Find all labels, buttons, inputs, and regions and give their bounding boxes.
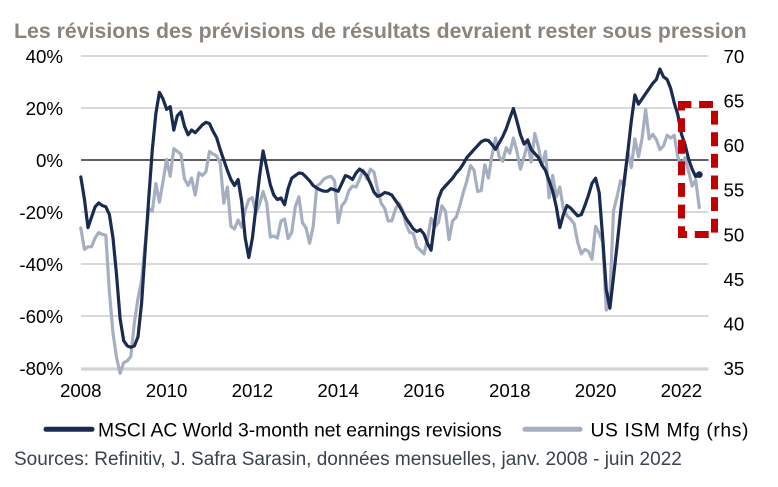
svg-text:2020: 2020: [575, 380, 617, 401]
svg-text:-60%: -60%: [19, 306, 63, 327]
svg-text:45: 45: [724, 269, 745, 290]
svg-text:65: 65: [724, 91, 745, 112]
svg-text:-40%: -40%: [19, 254, 63, 275]
svg-text:2010: 2010: [146, 380, 188, 401]
svg-text:20%: 20%: [26, 98, 63, 119]
svg-text:60: 60: [724, 135, 745, 156]
svg-text:-80%: -80%: [19, 358, 63, 379]
svg-text:2014: 2014: [317, 380, 359, 401]
svg-text:2008: 2008: [60, 380, 102, 401]
svg-text:2018: 2018: [489, 380, 531, 401]
svg-text:-20%: -20%: [19, 202, 63, 223]
svg-text:2022: 2022: [661, 380, 703, 401]
svg-text:MSCI AC World 3-month net earn: MSCI AC World 3-month net earnings revis…: [98, 421, 502, 442]
svg-text:2016: 2016: [403, 380, 445, 401]
svg-text:40%: 40%: [26, 46, 63, 67]
svg-text:0%: 0%: [36, 150, 63, 171]
svg-text:US ISM Mfg (rhs): US ISM Mfg (rhs): [591, 421, 750, 442]
svg-text:2012: 2012: [232, 380, 274, 401]
svg-text:40: 40: [724, 313, 745, 334]
svg-text:50: 50: [724, 224, 745, 245]
svg-text:35: 35: [724, 358, 745, 379]
svg-text:55: 55: [724, 180, 745, 201]
svg-text:70: 70: [724, 46, 745, 67]
